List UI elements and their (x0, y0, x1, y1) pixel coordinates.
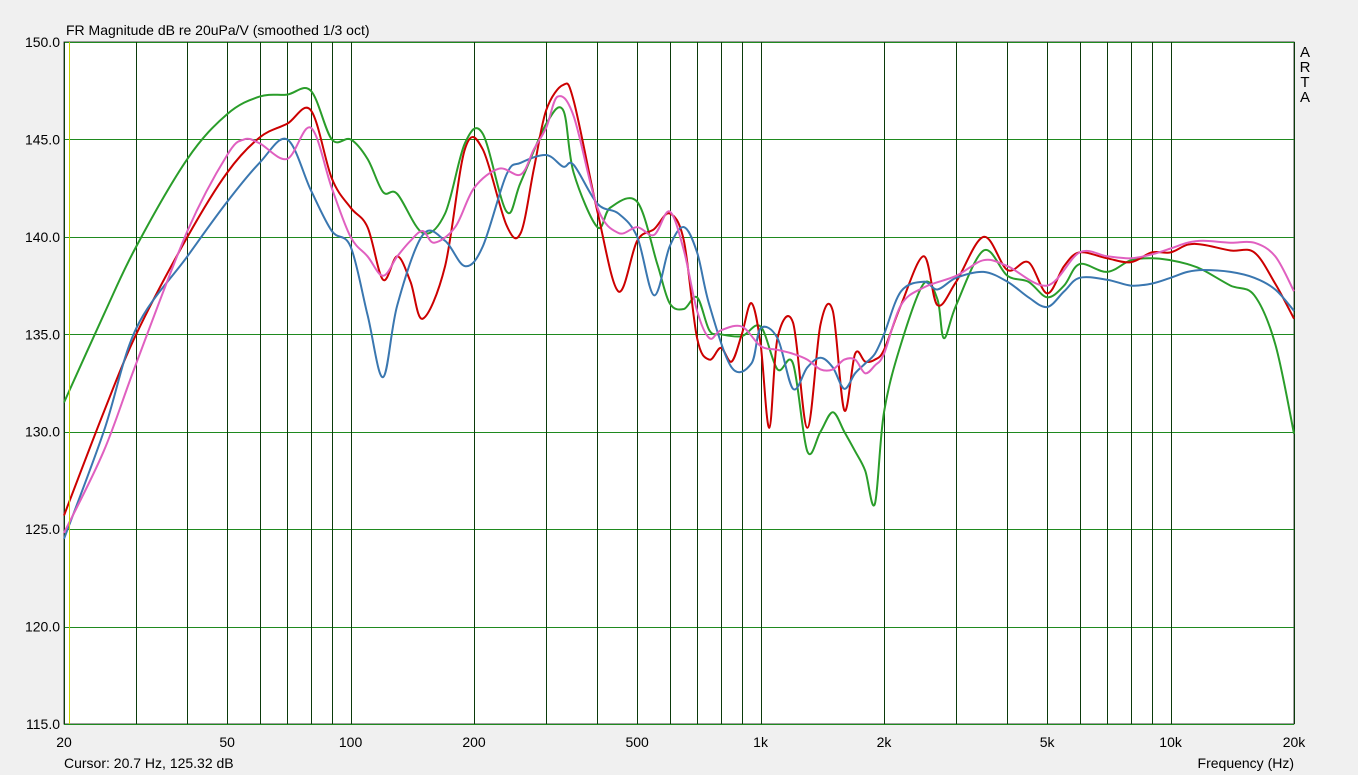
watermark-letter: A (1300, 89, 1310, 106)
series-line-3 (63, 137, 1295, 540)
x-tick-label: 50 (219, 734, 235, 750)
y-tick-label: 120.0 (25, 619, 60, 635)
y-tick-label: 115.0 (26, 716, 60, 732)
series-lines (63, 82, 1295, 540)
x-tick-label: 20 (56, 734, 72, 750)
x-tick-label: 10k (1159, 734, 1183, 750)
y-tick-label: 135.0 (25, 326, 60, 342)
y-tick-label: 130.0 (25, 424, 60, 440)
x-tick-label: 200 (462, 734, 486, 750)
x-tick-label: 20k (1283, 734, 1307, 750)
chart-title: FR Magnitude dB re 20uPa/V (smoothed 1/3… (66, 22, 370, 38)
axis-tick-labels: 115.0 120.0 125.0 130.0 135.0 140.0 145.0 150.0… (25, 34, 1306, 750)
y-tick-label: 125.0 (25, 521, 60, 537)
y-tick-label: 150.0 (25, 34, 60, 50)
cursor-readout: Cursor: 20.7 Hz, 125.32 dB (64, 755, 234, 771)
watermark-letter: A (1300, 44, 1310, 61)
x-tick-label: 500 (625, 734, 649, 750)
y-tick-label: 140.0 (25, 229, 60, 245)
x-tick-label: 5k (1040, 734, 1056, 750)
x-tick-label: 100 (339, 734, 363, 750)
plot-area[interactable] (63, 41, 1295, 725)
x-axis-label: Frequency (Hz) (1198, 755, 1294, 771)
y-tick-label: 145.0 (25, 131, 60, 147)
watermark-letter: T (1300, 74, 1309, 91)
x-tick-label: 2k (877, 734, 893, 750)
series-line-4 (63, 95, 1295, 534)
x-tick-label: 1k (753, 734, 769, 750)
watermark-letter: R (1300, 59, 1311, 76)
